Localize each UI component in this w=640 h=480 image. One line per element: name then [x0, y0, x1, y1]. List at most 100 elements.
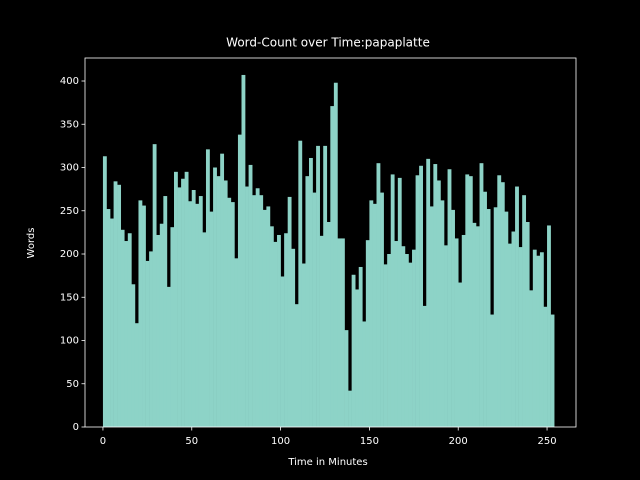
- bar: [422, 305, 427, 427]
- bar: [536, 255, 541, 427]
- bar: [468, 176, 473, 427]
- bar: [280, 276, 285, 427]
- bar: [493, 207, 498, 427]
- bar: [408, 262, 413, 427]
- y-tick-label: 250: [60, 206, 79, 217]
- bar: [294, 304, 299, 427]
- bar: [390, 174, 395, 427]
- chart-title: Word-Count over Time:papaplatte: [226, 36, 430, 50]
- bar: [266, 206, 271, 427]
- bar: [447, 169, 452, 428]
- y-tick-label: 200: [60, 249, 79, 260]
- bar: [248, 164, 253, 428]
- y-tick-label: 300: [60, 163, 79, 174]
- bar: [173, 171, 178, 427]
- bar: [166, 286, 171, 427]
- bar: [355, 289, 360, 427]
- bar: [440, 200, 445, 427]
- bar: [252, 195, 257, 427]
- bar: [369, 200, 374, 427]
- bar: [419, 165, 423, 427]
- bar: [241, 74, 246, 427]
- bar: [319, 235, 324, 427]
- bar: [500, 182, 505, 427]
- bar: [490, 314, 495, 427]
- bar: [475, 226, 480, 427]
- bar: [436, 180, 441, 427]
- bar: [504, 211, 509, 427]
- y-tick-label: 0: [73, 422, 79, 433]
- bar: [159, 223, 164, 427]
- x-axis-label: Time in Minutes: [287, 457, 367, 468]
- bar: [312, 192, 317, 427]
- y-tick-label: 150: [60, 292, 79, 303]
- y-axis-label: Words: [26, 228, 37, 259]
- bar: [415, 175, 420, 427]
- y-tick-label: 100: [60, 336, 79, 347]
- bar: [444, 245, 448, 427]
- bar: [262, 209, 267, 427]
- x-tick-label: 250: [537, 436, 556, 447]
- bar: [202, 232, 207, 427]
- bar: [543, 306, 548, 427]
- bar: [429, 206, 434, 427]
- bar: [255, 188, 260, 427]
- bar: [358, 266, 363, 427]
- axes-frame: [84, 57, 577, 428]
- bar: [138, 200, 143, 427]
- bar: [245, 186, 249, 427]
- bar: [383, 264, 388, 427]
- bar: [163, 196, 168, 427]
- bar: [124, 241, 129, 427]
- bar: [127, 233, 132, 427]
- bar: [213, 167, 217, 427]
- bar: [404, 254, 409, 427]
- bar: [365, 240, 370, 427]
- bar: [152, 144, 157, 427]
- x-tick-label: 50: [185, 436, 198, 447]
- bar: [223, 180, 228, 427]
- bar: [539, 252, 544, 427]
- bar: [106, 209, 111, 427]
- bar: [301, 263, 306, 427]
- bar: [479, 163, 484, 427]
- bar: [340, 238, 345, 427]
- x-tick-label: 100: [271, 436, 290, 447]
- bar: [131, 284, 136, 427]
- bar: [287, 196, 292, 427]
- bar: [426, 158, 431, 427]
- x-tick-label: 0: [100, 436, 106, 447]
- bar: [156, 234, 161, 427]
- bar: [273, 241, 278, 427]
- bar: [529, 290, 534, 427]
- bar: [323, 145, 328, 428]
- bar: [412, 249, 416, 427]
- bar: [518, 247, 523, 427]
- bar: [532, 249, 537, 427]
- bar: [333, 82, 338, 427]
- bar: [227, 197, 232, 427]
- bar: [550, 314, 555, 427]
- bar: [344, 330, 349, 427]
- bar: [326, 222, 331, 427]
- bar: [230, 202, 235, 427]
- bar: [465, 174, 470, 427]
- y-tick-label: 350: [60, 119, 79, 130]
- bar: [547, 225, 551, 427]
- bar: [134, 323, 139, 427]
- bar: [102, 156, 107, 427]
- bar: [348, 390, 352, 427]
- bar: [284, 233, 288, 427]
- bar: [461, 234, 466, 427]
- bar: [113, 181, 118, 427]
- bar: [394, 241, 399, 427]
- bar: [291, 248, 296, 427]
- bar: [181, 178, 185, 427]
- x-tick-label: 150: [360, 436, 379, 447]
- bar: [401, 246, 406, 427]
- bar: [507, 243, 512, 427]
- bar: [454, 238, 459, 427]
- bar: [515, 186, 519, 427]
- bar: [195, 203, 200, 427]
- bar: [177, 187, 182, 427]
